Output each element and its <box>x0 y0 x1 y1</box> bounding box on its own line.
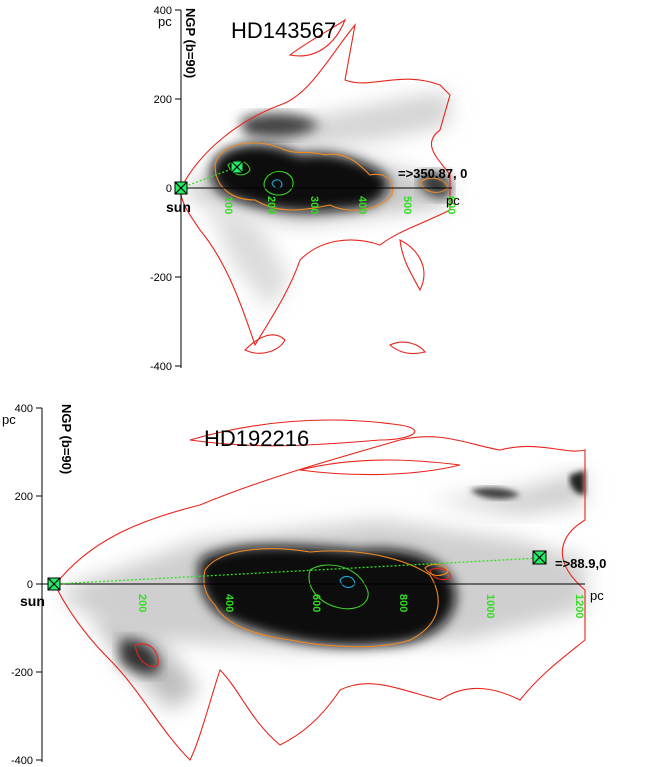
y-tick-label: 0 <box>166 183 172 195</box>
ngp-axis-label: NGP (b=90) <box>183 8 198 78</box>
mid-contour <box>424 563 449 577</box>
x-tick-label: 600 <box>310 594 322 612</box>
x-tick-label: 1200 <box>573 594 585 618</box>
x-tick-label: 600 <box>445 196 457 214</box>
outer-contour <box>429 567 451 581</box>
x-tick-label: 200 <box>136 594 148 612</box>
sun-label: sun <box>20 593 45 609</box>
contours-bottom <box>54 419 586 761</box>
x-unit-label: pc <box>446 193 460 208</box>
pc-unit-label: pc <box>158 14 172 29</box>
x-tick-label: 500 <box>401 196 413 214</box>
x-tick-label: 400 <box>223 594 235 612</box>
mid-contour <box>203 548 439 648</box>
x-tick-label: 800 <box>397 594 409 612</box>
mid-contour <box>214 142 394 211</box>
outer-contour <box>399 239 425 292</box>
y-tick-label: 400 <box>154 5 172 17</box>
star-name: HD143567 <box>231 18 336 43</box>
direction-label: =>88.9,0 <box>555 556 606 571</box>
x-tick-label: 100 <box>222 196 234 214</box>
y-tick-label: 400 <box>15 403 33 415</box>
x-tick-label: 200 <box>265 196 277 214</box>
outer-contour <box>189 419 416 447</box>
y-tick-label: -200 <box>11 667 33 679</box>
outer-contour <box>179 23 451 347</box>
density-map-bottom <box>60 470 585 710</box>
sightline <box>54 557 541 585</box>
y-tick-label: -400 <box>150 361 172 373</box>
core-contour <box>271 179 283 189</box>
x-unit-label: pc <box>590 588 604 603</box>
x-tick-label: 300 <box>308 196 320 214</box>
inner-contour <box>308 564 369 610</box>
x-tick-label: 400 <box>356 196 368 214</box>
outer-contour <box>134 643 159 667</box>
pc-unit-label: pc <box>2 412 16 427</box>
outer-contour <box>288 18 347 57</box>
y-tick-label: 0 <box>27 579 33 591</box>
ngp-axis-label: NGP (b=90) <box>59 404 74 474</box>
contours-top <box>179 18 451 355</box>
y-tick-label: 200 <box>15 491 33 503</box>
y-ticks-bottom <box>36 407 42 761</box>
sun-marker-icon <box>47 577 61 591</box>
direction-label: =>350.87, 0 <box>398 166 467 181</box>
y-tick-label: -400 <box>11 755 33 767</box>
star-name: HD192216 <box>204 426 309 451</box>
star-marker-icon <box>532 550 547 565</box>
y-tick-label: 200 <box>154 94 172 106</box>
outer-contour <box>54 436 586 761</box>
outer-contour <box>299 459 461 476</box>
inner-contour <box>263 170 294 196</box>
sightline <box>180 166 238 189</box>
panel-hd192216: 400 pc 200 0 -200 -400 NGP (b=90) HD1922… <box>2 403 606 767</box>
sun-marker-icon <box>174 181 188 195</box>
y-tick-label: -200 <box>150 272 172 284</box>
x-tick-label: 1000 <box>484 594 496 618</box>
sun-label: sun <box>166 199 191 215</box>
panel-hd143567: 400 pc 200 0 -200 -400 NGP (b=90) HD1435… <box>150 5 467 373</box>
star-marker-icon <box>230 160 244 174</box>
density-map-top <box>185 92 450 310</box>
outer-contour <box>244 334 286 354</box>
outer-contour <box>389 341 426 355</box>
